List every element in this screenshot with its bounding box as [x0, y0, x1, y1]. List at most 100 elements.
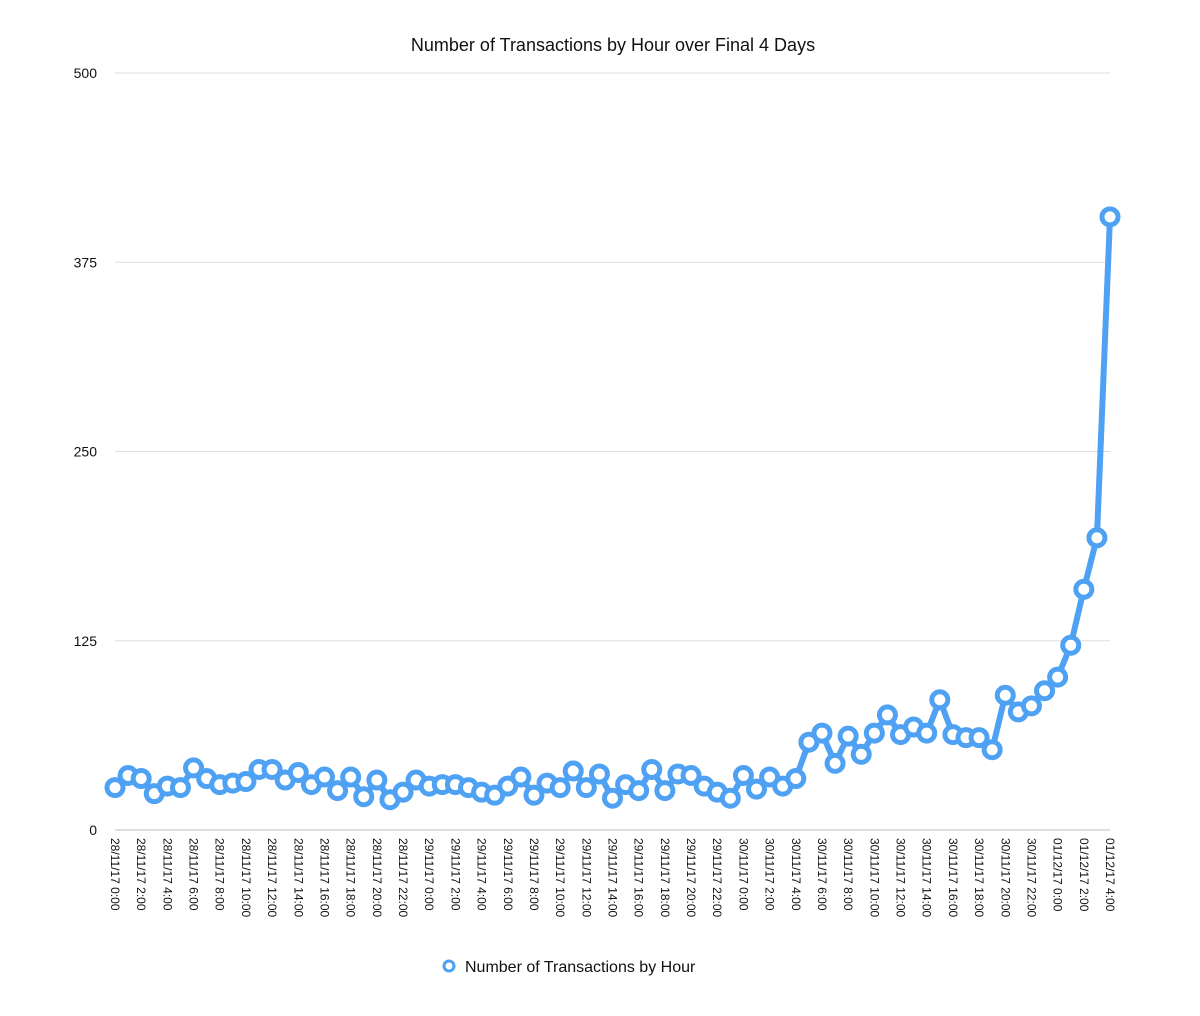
data-point[interactable] — [353, 786, 375, 808]
x-tick-label: 30/11/17 16:00 — [946, 838, 960, 918]
x-tick-label: 30/11/17 4:00 — [789, 838, 803, 911]
data-point[interactable] — [602, 787, 623, 809]
data-point[interactable] — [824, 752, 846, 774]
x-tick-label: 29/11/17 2:00 — [448, 838, 462, 911]
data-point[interactable] — [916, 722, 938, 744]
x-tick-label: 30/11/17 18:00 — [972, 838, 986, 918]
x-tick-label: 29/11/17 10:00 — [553, 838, 567, 918]
data-point[interactable] — [719, 787, 741, 809]
y-tick-label: 125 — [74, 633, 98, 649]
x-axis-ticks: 28/11/17 0:00 28/11/17 2:00 28/11/17 4:00 2… — [108, 838, 1117, 918]
x-tick-label: 30/11/17 14:00 — [920, 838, 934, 918]
x-tick-label: 28/11/17 0:00 — [108, 838, 122, 911]
data-point[interactable] — [562, 760, 584, 782]
data-point[interactable] — [732, 764, 754, 786]
legend-label: Number of Transactions by Hour — [465, 959, 696, 976]
x-tick-label: 28/11/17 18:00 — [344, 838, 358, 918]
data-point[interactable] — [654, 780, 676, 802]
data-point[interactable] — [327, 780, 349, 802]
x-tick-label: 29/11/17 6:00 — [501, 838, 515, 911]
x-tick-label: 29/11/17 0:00 — [422, 838, 436, 911]
legend[interactable]: Number of Transactions by Hour — [442, 959, 696, 976]
series-line — [112, 213, 1113, 803]
x-tick-label: 28/11/17 2:00 — [134, 838, 148, 911]
x-tick-label: 29/11/17 16:00 — [632, 838, 646, 918]
x-tick-label: 28/11/17 8:00 — [213, 838, 227, 911]
data-point[interactable] — [1020, 695, 1042, 717]
x-tick-label: 28/11/17 20:00 — [370, 838, 384, 918]
data-point[interactable] — [235, 771, 257, 793]
data-point[interactable] — [183, 757, 205, 779]
x-tick-label: 30/11/17 10:00 — [867, 838, 881, 918]
data-point[interactable] — [510, 766, 532, 788]
data-point[interactable] — [837, 725, 859, 747]
x-tick-label: 29/11/17 20:00 — [684, 838, 698, 918]
x-tick-label: 28/11/17 22:00 — [396, 838, 410, 918]
x-tick-label: 29/11/17 14:00 — [606, 838, 620, 918]
data-point[interactable] — [1099, 206, 1121, 228]
data-point[interactable] — [850, 743, 872, 765]
data-point[interactable] — [104, 777, 126, 799]
data-point[interactable] — [929, 689, 951, 711]
data-point[interactable] — [366, 769, 388, 791]
x-tick-label: 30/11/17 12:00 — [894, 838, 908, 918]
data-point[interactable] — [994, 684, 1016, 706]
data-point[interactable] — [1034, 680, 1056, 702]
data-point[interactable] — [130, 768, 152, 790]
x-tick-label: 30/11/17 22:00 — [1024, 838, 1038, 918]
data-point[interactable] — [746, 778, 768, 800]
data-point[interactable] — [876, 704, 898, 726]
y-tick-label: 0 — [89, 822, 97, 838]
data-point[interactable] — [785, 768, 807, 790]
x-tick-label: 28/11/17 14:00 — [291, 838, 305, 918]
data-point[interactable] — [628, 780, 650, 802]
x-tick-label: 29/11/17 18:00 — [658, 838, 672, 918]
x-tick-label: 30/11/17 6:00 — [815, 838, 829, 911]
series — [104, 206, 1121, 811]
data-point[interactable] — [169, 777, 191, 799]
x-tick-label: 28/11/17 16:00 — [317, 838, 331, 918]
data-point[interactable] — [588, 763, 610, 785]
data-point[interactable] — [287, 761, 309, 783]
y-tick-label: 500 — [74, 65, 98, 81]
gridlines — [115, 72, 1110, 831]
x-tick-label: 28/11/17 10:00 — [239, 838, 253, 918]
data-point[interactable] — [981, 739, 1003, 761]
data-point[interactable] — [863, 722, 885, 744]
data-point[interactable] — [680, 764, 702, 786]
y-tick-label: 375 — [74, 254, 98, 270]
x-tick-label: 29/11/17 12:00 — [579, 838, 593, 918]
data-point[interactable] — [313, 766, 335, 788]
x-tick-label: 28/11/17 6:00 — [187, 838, 201, 911]
y-tick-label: 250 — [74, 444, 98, 460]
x-tick-label: 30/11/17 8:00 — [841, 838, 855, 911]
data-point[interactable] — [340, 766, 362, 788]
data-point[interactable] — [1086, 527, 1108, 549]
data-point[interactable] — [641, 758, 663, 780]
x-tick-label: 30/11/17 2:00 — [763, 838, 777, 911]
x-tick-label: 29/11/17 8:00 — [527, 838, 541, 911]
x-tick-label: 29/11/17 22:00 — [710, 838, 724, 918]
x-tick-label: 01/12/17 4:00 — [1103, 838, 1117, 912]
x-tick-label: 30/11/17 0:00 — [736, 838, 750, 911]
data-point[interactable] — [1073, 578, 1095, 600]
data-point[interactable] — [1047, 666, 1069, 688]
x-tick-label: 01/12/17 0:00 — [1051, 838, 1065, 912]
x-tick-label: 30/11/17 20:00 — [998, 838, 1012, 918]
data-point[interactable] — [261, 758, 283, 780]
legend-marker-icon — [442, 959, 456, 973]
chart-title: Number of Transactions by Hour over Fina… — [411, 35, 815, 55]
data-point[interactable] — [1060, 634, 1082, 656]
data-point[interactable] — [523, 784, 545, 806]
data-point[interactable] — [968, 727, 990, 749]
data-point[interactable] — [549, 777, 571, 799]
x-tick-label: 01/12/17 2:00 — [1077, 838, 1091, 912]
x-tick-label: 29/11/17 4:00 — [475, 838, 489, 911]
x-tick-label: 28/11/17 4:00 — [160, 838, 174, 911]
x-tick-label: 28/11/17 12:00 — [265, 838, 279, 918]
y-axis-ticks: 0 125 250 375 500 — [74, 65, 98, 838]
data-point[interactable] — [392, 781, 414, 803]
data-point[interactable] — [811, 722, 833, 744]
data-point[interactable] — [575, 777, 597, 799]
